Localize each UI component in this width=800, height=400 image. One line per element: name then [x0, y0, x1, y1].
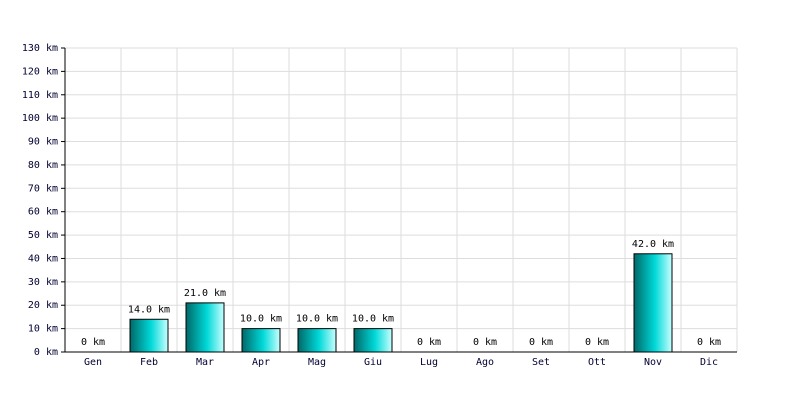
- x-tick-label: Nov: [644, 357, 662, 368]
- x-tick-label: Mag: [308, 357, 326, 368]
- value-label: 10.0 km: [352, 314, 394, 325]
- y-tick-label: 100 km: [22, 113, 58, 124]
- value-label: 0 km: [417, 337, 441, 348]
- x-tick-label: Giu: [364, 357, 382, 368]
- value-label: 10.0 km: [296, 314, 338, 325]
- x-tick-label: Ago: [476, 357, 494, 368]
- value-label: 0 km: [473, 337, 497, 348]
- value-label: 10.0 km: [240, 314, 282, 325]
- value-label: 42.0 km: [632, 239, 674, 250]
- bar: [633, 253, 673, 353]
- y-tick-label: 10 km: [28, 324, 58, 335]
- x-tick-label: Dic: [700, 357, 718, 368]
- x-tick-label: Apr: [252, 357, 270, 368]
- x-tick-label: Ott: [588, 357, 606, 368]
- bar: [297, 328, 337, 353]
- value-label: 0 km: [529, 337, 553, 348]
- y-tick-label: 50 km: [28, 230, 58, 241]
- y-tick-label: 20 km: [28, 300, 58, 311]
- x-tick-label: Feb: [140, 357, 158, 368]
- y-tick-label: 120 km: [22, 66, 58, 77]
- value-label: 14.0 km: [128, 304, 170, 315]
- bar: [185, 302, 225, 353]
- y-tick-label: 130 km: [22, 43, 58, 54]
- value-label: 0 km: [585, 337, 609, 348]
- x-tick-label: Gen: [84, 357, 102, 368]
- y-tick-label: 60 km: [28, 207, 58, 218]
- x-tick-label: Lug: [420, 357, 438, 368]
- bar: [353, 328, 393, 353]
- bar: [129, 318, 169, 353]
- y-tick-label: 40 km: [28, 253, 58, 264]
- x-tick-label: Mar: [196, 357, 214, 368]
- x-tick-label: Set: [532, 357, 550, 368]
- value-label: 0 km: [81, 337, 105, 348]
- y-tick-label: 0 km: [34, 347, 58, 358]
- value-label: 0 km: [697, 337, 721, 348]
- y-tick-label: 80 km: [28, 160, 58, 171]
- y-tick-label: 30 km: [28, 277, 58, 288]
- bar: [241, 328, 281, 353]
- y-tick-label: 70 km: [28, 183, 58, 194]
- y-tick-label: 110 km: [22, 90, 58, 101]
- y-tick-label: 90 km: [28, 137, 58, 148]
- value-label: 21.0 km: [184, 288, 226, 299]
